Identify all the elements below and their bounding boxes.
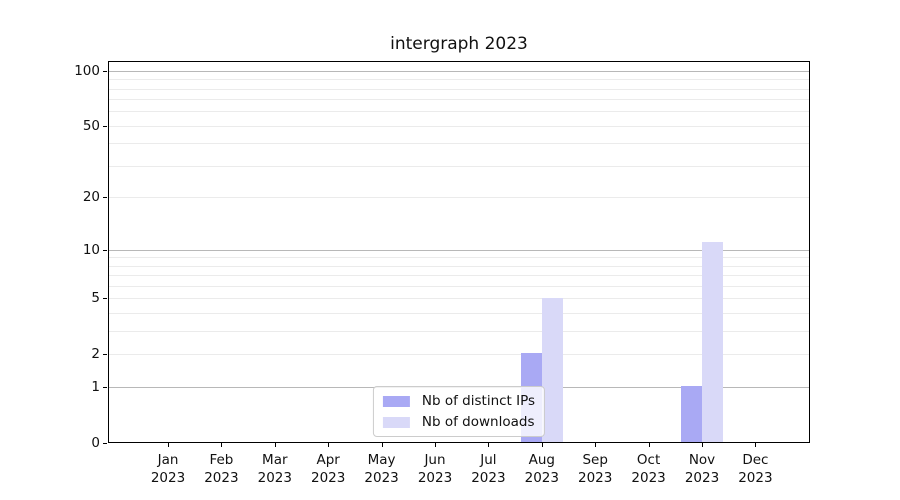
x-tick-label: Aug 2023 (524, 452, 559, 486)
plot-area: Nb of distinct IPs Nb of downloads (108, 61, 810, 443)
y-gridline-minor (109, 88, 809, 90)
x-tick-mark (595, 443, 597, 447)
x-tick-mark (648, 443, 650, 447)
y-tick-label: 0 (91, 435, 100, 451)
y-tick-mark (103, 443, 107, 444)
x-tick-mark (274, 443, 276, 447)
y-tick-label: 100 (74, 62, 100, 79)
x-tick-label: Apr 2023 (311, 452, 346, 486)
y-gridline-minor (109, 313, 809, 315)
legend-label-distinct-ips: Nb of distinct IPs (421, 393, 536, 409)
x-tick-label: Feb 2023 (204, 452, 239, 486)
y-gridline-minor (109, 125, 809, 127)
x-tick-mark (381, 443, 383, 447)
x-tick-mark (435, 443, 436, 447)
bar-distinct-ips (680, 386, 702, 442)
legend-entry-distinct-ips: Nb of distinct IPs (382, 393, 536, 409)
bar-downloads (541, 297, 564, 442)
x-tick-mark (168, 443, 169, 447)
y-tick-label: 50 (82, 117, 100, 134)
legend-swatch-downloads (382, 416, 410, 428)
y-gridline-minor (109, 298, 809, 300)
y-gridline-minor (109, 99, 809, 101)
y-gridline-major (109, 70, 809, 72)
x-tick-label: Oct 2023 (631, 452, 666, 486)
y-tick-mark (103, 249, 107, 251)
legend-label-downloads: Nb of downloads (421, 414, 535, 430)
x-tick-mark (328, 443, 330, 447)
y-gridline-minor (109, 79, 809, 81)
y-gridline-minor (109, 354, 809, 356)
x-tick-mark (488, 443, 490, 447)
chart-title: intergraph 2023 (390, 34, 528, 54)
y-gridline-minor (109, 197, 809, 199)
y-tick-label: 20 (82, 189, 100, 206)
legend: Nb of distinct IPs Nb of downloads (372, 386, 546, 437)
y-tick-label: 2 (91, 346, 100, 363)
x-tick-label: Sep 2023 (578, 452, 613, 486)
y-tick-mark (103, 70, 107, 72)
x-tick-label: Jul 2023 (471, 452, 506, 486)
bar-downloads (702, 241, 724, 442)
x-tick-mark (221, 443, 223, 447)
y-tick-label: 10 (82, 241, 100, 258)
x-tick-mark (702, 443, 703, 447)
legend-entry-downloads: Nb of downloads (382, 414, 535, 430)
y-gridline-minor (109, 257, 809, 259)
y-gridline-minor (109, 275, 809, 277)
y-gridline-minor (109, 166, 809, 168)
x-tick-label: Dec 2023 (738, 452, 773, 486)
y-gridline-minor (109, 265, 809, 267)
x-tick-label: Jun 2023 (417, 452, 453, 486)
x-tick-mark (755, 443, 757, 447)
y-tick-mark (103, 387, 107, 389)
x-tick-mark (541, 443, 543, 447)
x-tick-label: Jan 2023 (150, 452, 186, 486)
y-gridline-minor (109, 111, 809, 113)
y-gridline-minor (109, 286, 809, 288)
y-tick-mark (103, 125, 107, 127)
y-tick-label: 5 (91, 290, 100, 307)
x-tick-label: Mar 2023 (257, 452, 292, 486)
y-gridline-minor (109, 143, 809, 145)
x-tick-label: May 2023 (364, 452, 399, 486)
y-tick-mark (103, 298, 107, 300)
y-tick-label: 1 (91, 379, 100, 396)
y-gridline-minor (109, 331, 809, 333)
y-gridline-major (109, 249, 809, 251)
x-tick-label: Nov 2023 (684, 452, 720, 486)
y-tick-mark (103, 354, 107, 356)
y-tick-mark (103, 197, 107, 199)
legend-swatch-distinct-ips (382, 395, 410, 407)
